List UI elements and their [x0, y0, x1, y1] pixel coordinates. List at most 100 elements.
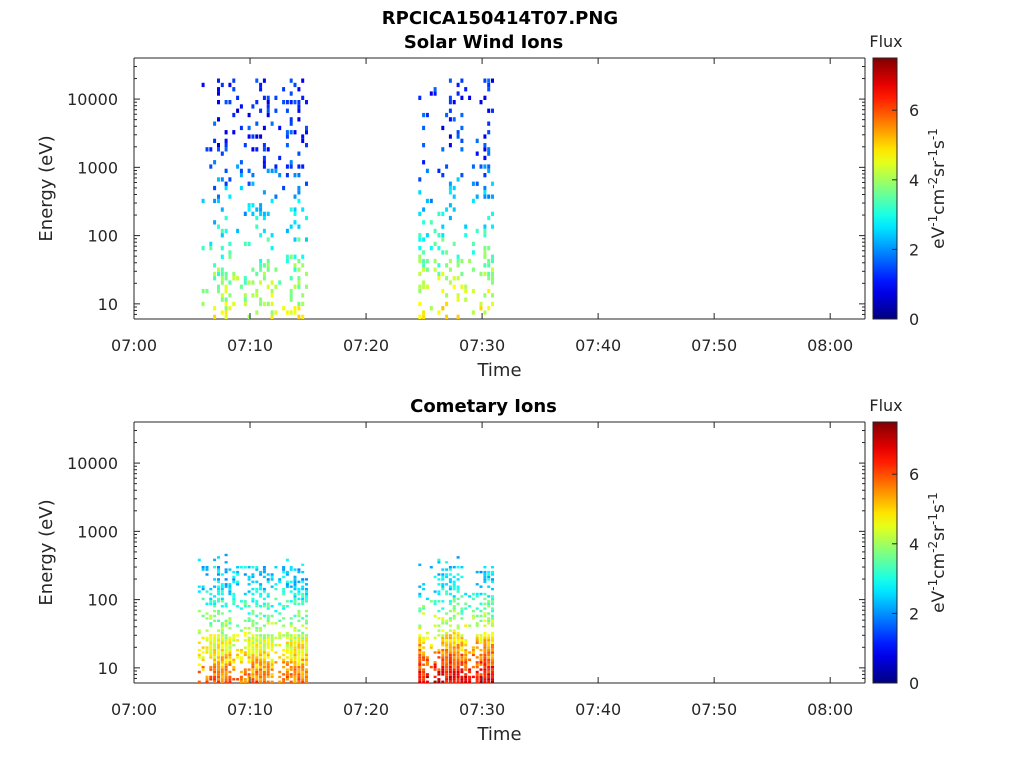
heatmap-cell: [220, 597, 224, 601]
heatmap-cell: [259, 670, 263, 674]
heatmap-cell: [297, 639, 301, 642]
heatmap-cell: [487, 648, 491, 652]
heatmap-cell: [289, 276, 293, 281]
heatmap-cell: [201, 568, 205, 571]
heatmap-cell: [425, 168, 429, 173]
heatmap-cell: [483, 651, 487, 654]
heatmap-cell: [429, 665, 433, 669]
heatmap-cell: [491, 578, 494, 581]
heatmap-cell: [460, 636, 464, 640]
heatmap-cell: [209, 648, 213, 652]
heatmap-cell: [305, 668, 308, 671]
heatmap-cell: [255, 663, 259, 666]
heatmap-cell: [418, 585, 422, 588]
heatmap-cell: [228, 306, 232, 311]
heatmap-cell: [224, 646, 228, 649]
heatmap-cell: [251, 665, 255, 669]
heatmap-cell: [456, 675, 460, 679]
heatmap-cell: [289, 651, 293, 654]
heatmap-cell: [282, 617, 286, 620]
heatmap-cell: [448, 644, 452, 647]
heatmap-cell: [220, 293, 224, 298]
heatmap-cell: [445, 680, 449, 683]
heatmap-cell: [255, 288, 259, 294]
heatmap-cell: [285, 100, 289, 105]
heatmap-cell: [448, 648, 452, 652]
heatmap-cell: [448, 258, 452, 264]
heatmap-cell: [487, 258, 491, 264]
heatmap-cell: [441, 568, 445, 571]
heatmap-cell: [491, 254, 494, 259]
heatmap-cell: [468, 258, 472, 264]
heatmap-cell: [475, 194, 479, 199]
heatmap-cell: [448, 573, 452, 576]
heatmap-cell: [228, 585, 232, 588]
heatmap-cell: [285, 558, 289, 562]
heatmap-cell: [251, 673, 255, 676]
heatmap-cell: [441, 668, 445, 671]
heatmap-cell: [243, 639, 247, 642]
heatmap-cell: [293, 82, 297, 88]
heatmap-cell: [289, 641, 293, 644]
heatmap-cell: [259, 612, 263, 615]
heatmap-cell: [251, 580, 255, 583]
heatmap-cell: [491, 267, 494, 272]
heatmap-cell: [282, 587, 286, 591]
heatmap-cell: [301, 675, 305, 679]
heatmap-cell: [251, 592, 255, 596]
heatmap-cell: [448, 100, 452, 105]
heatmap-cell: [452, 636, 456, 640]
heatmap-cell: [297, 587, 301, 591]
heatmap-cell: [456, 634, 460, 637]
heatmap-cell: [305, 634, 308, 637]
heatmap-cell: [236, 276, 240, 281]
heatmap-cell: [262, 271, 266, 277]
heatmap-cell: [441, 573, 445, 576]
heatmap-cell: [247, 203, 251, 208]
heatmap-cell: [429, 644, 433, 647]
heatmap-cell: [209, 675, 213, 679]
heatmap-cell: [255, 568, 259, 571]
heatmap-cell: [418, 680, 422, 683]
heatmap-cell: [441, 587, 445, 591]
heatmap-cell: [224, 624, 228, 627]
heatmap-cell: [251, 678, 255, 681]
heatmap-cell: [266, 656, 270, 659]
heatmap-cell: [243, 653, 247, 657]
heatmap-cell: [487, 147, 491, 152]
heatmap-cell: [220, 663, 224, 666]
heatmap-cell: [282, 680, 286, 683]
heatmap-cell: [452, 646, 456, 649]
heatmap-cell: [289, 297, 293, 302]
heatmap-cell: [213, 644, 217, 647]
heatmap-cell: [297, 267, 301, 272]
heatmap-cell: [297, 648, 301, 652]
heatmap-cell: [456, 656, 460, 659]
heatmap-cell: [297, 284, 301, 289]
heatmap-cell: [270, 585, 274, 588]
heatmap-cell: [437, 573, 441, 576]
heatmap-cell: [243, 670, 247, 674]
heatmap-cell: [217, 636, 220, 640]
heatmap-cell: [251, 663, 255, 666]
heatmap-cell: [305, 590, 308, 593]
heatmap-cell: [418, 190, 422, 195]
heatmap-cell: [251, 653, 255, 657]
heatmap-cell: [464, 224, 468, 229]
heatmap-cell: [437, 310, 441, 315]
heatmap-cell: [479, 678, 483, 681]
heatmap-cell: [220, 612, 224, 615]
heatmap-cell: [445, 301, 449, 307]
heatmap-cell: [418, 636, 422, 640]
heatmap-cell: [259, 587, 263, 591]
heatmap-cell: [479, 306, 483, 311]
heatmap-cell: [487, 661, 491, 664]
heatmap-cell: [418, 211, 422, 216]
heatmap-cell: [224, 284, 228, 289]
heatmap-cell: [255, 207, 259, 212]
y-tick-label: 100: [87, 227, 118, 246]
heatmap-cell: [483, 639, 487, 642]
heatmap-cell: [418, 644, 422, 647]
heatmap-cell: [217, 670, 220, 674]
heatmap-cell: [491, 617, 494, 620]
